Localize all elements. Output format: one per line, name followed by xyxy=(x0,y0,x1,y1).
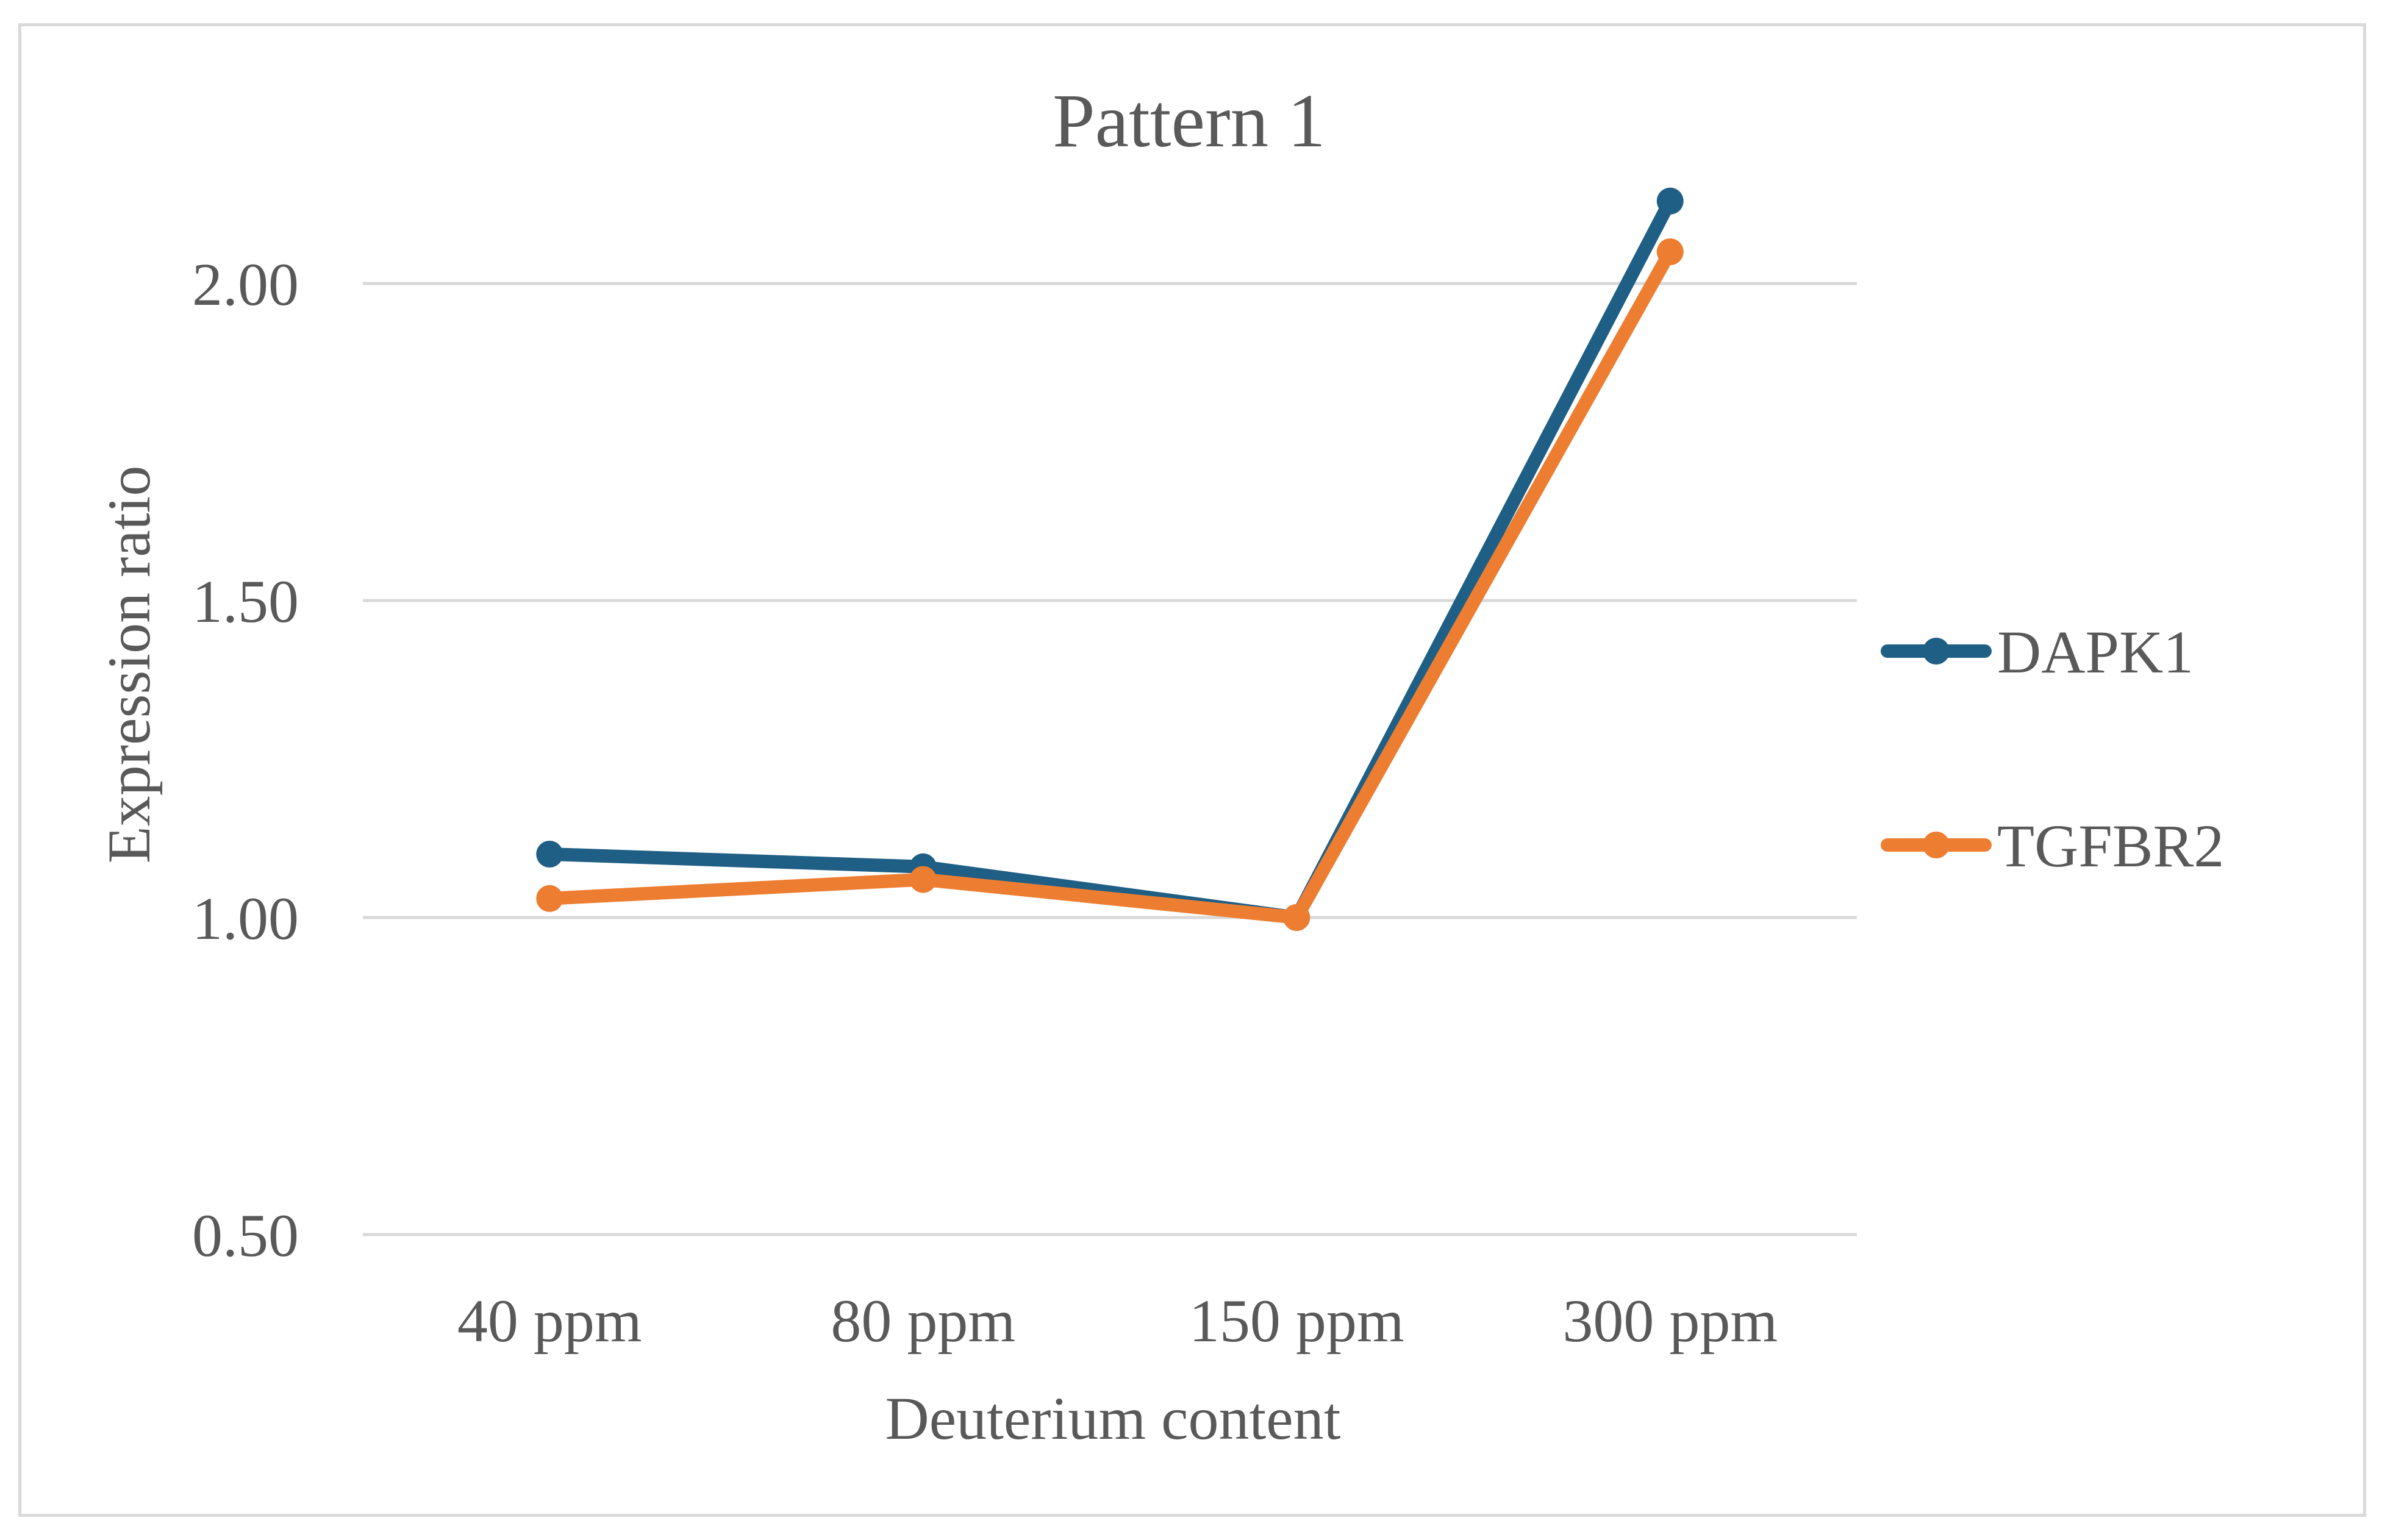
legend-swatch-marker xyxy=(1923,638,1950,665)
legend-item: TGFBR2 xyxy=(1881,812,2224,880)
x-axis-ticks: 40 ppm 80 ppm 150 ppm 300 ppm xyxy=(457,1287,1778,1355)
x-tick-label: 40 ppm xyxy=(457,1287,642,1355)
y-tick-label: 0.50 xyxy=(192,1202,299,1269)
legend-swatch-marker xyxy=(1923,832,1950,858)
y-axis-ticks: 0.50 1.00 1.50 2.00 xyxy=(192,251,299,1269)
legend: DAPK1 TGFBR2 xyxy=(1881,618,2224,880)
data-point xyxy=(1656,187,1684,215)
legend-item: DAPK1 xyxy=(1881,618,2194,686)
data-point xyxy=(536,841,563,868)
legend-label: DAPK1 xyxy=(1997,618,2194,686)
data-point xyxy=(1283,904,1310,931)
series-line xyxy=(543,245,1677,924)
x-tick-label: 300 ppm xyxy=(1562,1287,1778,1355)
data-point xyxy=(1656,238,1684,265)
y-tick-label: 1.00 xyxy=(192,885,299,952)
series-lines xyxy=(536,187,1684,931)
gridlines xyxy=(363,282,1857,1236)
series-tgfbr2 xyxy=(536,238,1684,931)
data-point xyxy=(909,866,937,893)
y-tick-label: 1.50 xyxy=(192,568,299,635)
chart-title: Pattern 1 xyxy=(1053,79,1326,163)
x-tick-label: 150 ppm xyxy=(1189,1287,1404,1355)
legend-label: TGFBR2 xyxy=(1997,812,2224,880)
series-dapk1 xyxy=(536,187,1684,931)
x-axis-title: Deuterium content xyxy=(885,1385,1341,1452)
y-tick-label: 2.00 xyxy=(192,251,299,318)
y-axis-title: Expression ratio xyxy=(95,466,163,864)
x-tick-label: 80 ppm xyxy=(831,1287,1015,1355)
data-point xyxy=(536,885,563,912)
chart-frame xyxy=(18,23,2366,1517)
